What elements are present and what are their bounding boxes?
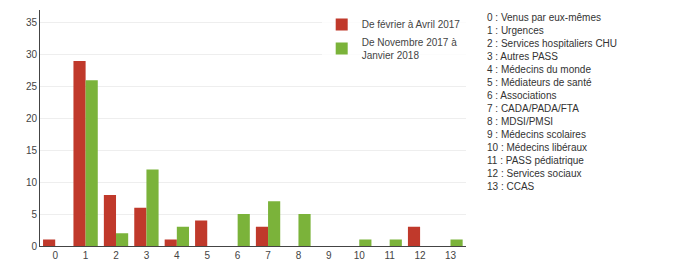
svg-text:35: 35 (26, 17, 38, 28)
svg-text:7: 7 (265, 250, 271, 261)
svg-text:0 : Venus par eux-mêmes1 : Urg: 0 : Venus par eux-mêmes1 : Urgences2 : S… (487, 12, 617, 192)
svg-text:20: 20 (26, 113, 38, 124)
svg-text:De Novembre 2017 àJanvier 2018: De Novembre 2017 àJanvier 2018 (362, 37, 457, 61)
svg-text:30: 30 (26, 49, 38, 60)
svg-text:0: 0 (52, 250, 58, 261)
svg-text:5: 5 (204, 250, 210, 261)
svg-text:6: 6 (235, 250, 241, 261)
svg-text:0: 0 (31, 241, 37, 252)
svg-text:2: 2 (113, 250, 119, 261)
svg-text:10: 10 (26, 177, 38, 188)
svg-text:De février à Avril 2017: De février à Avril 2017 (362, 19, 461, 30)
svg-text:13: 13 (445, 250, 457, 261)
svg-text:8: 8 (296, 250, 302, 261)
svg-text:15: 15 (26, 145, 38, 156)
svg-text:12: 12 (415, 250, 427, 261)
svg-text:11: 11 (384, 250, 395, 261)
svg-text:3: 3 (144, 250, 150, 261)
svg-text:25: 25 (26, 81, 38, 92)
svg-text:10: 10 (354, 250, 366, 261)
svg-text:5: 5 (31, 209, 37, 220)
svg-text:1: 1 (83, 250, 89, 261)
svg-text:4: 4 (174, 250, 180, 261)
svg-text:9: 9 (326, 250, 332, 261)
